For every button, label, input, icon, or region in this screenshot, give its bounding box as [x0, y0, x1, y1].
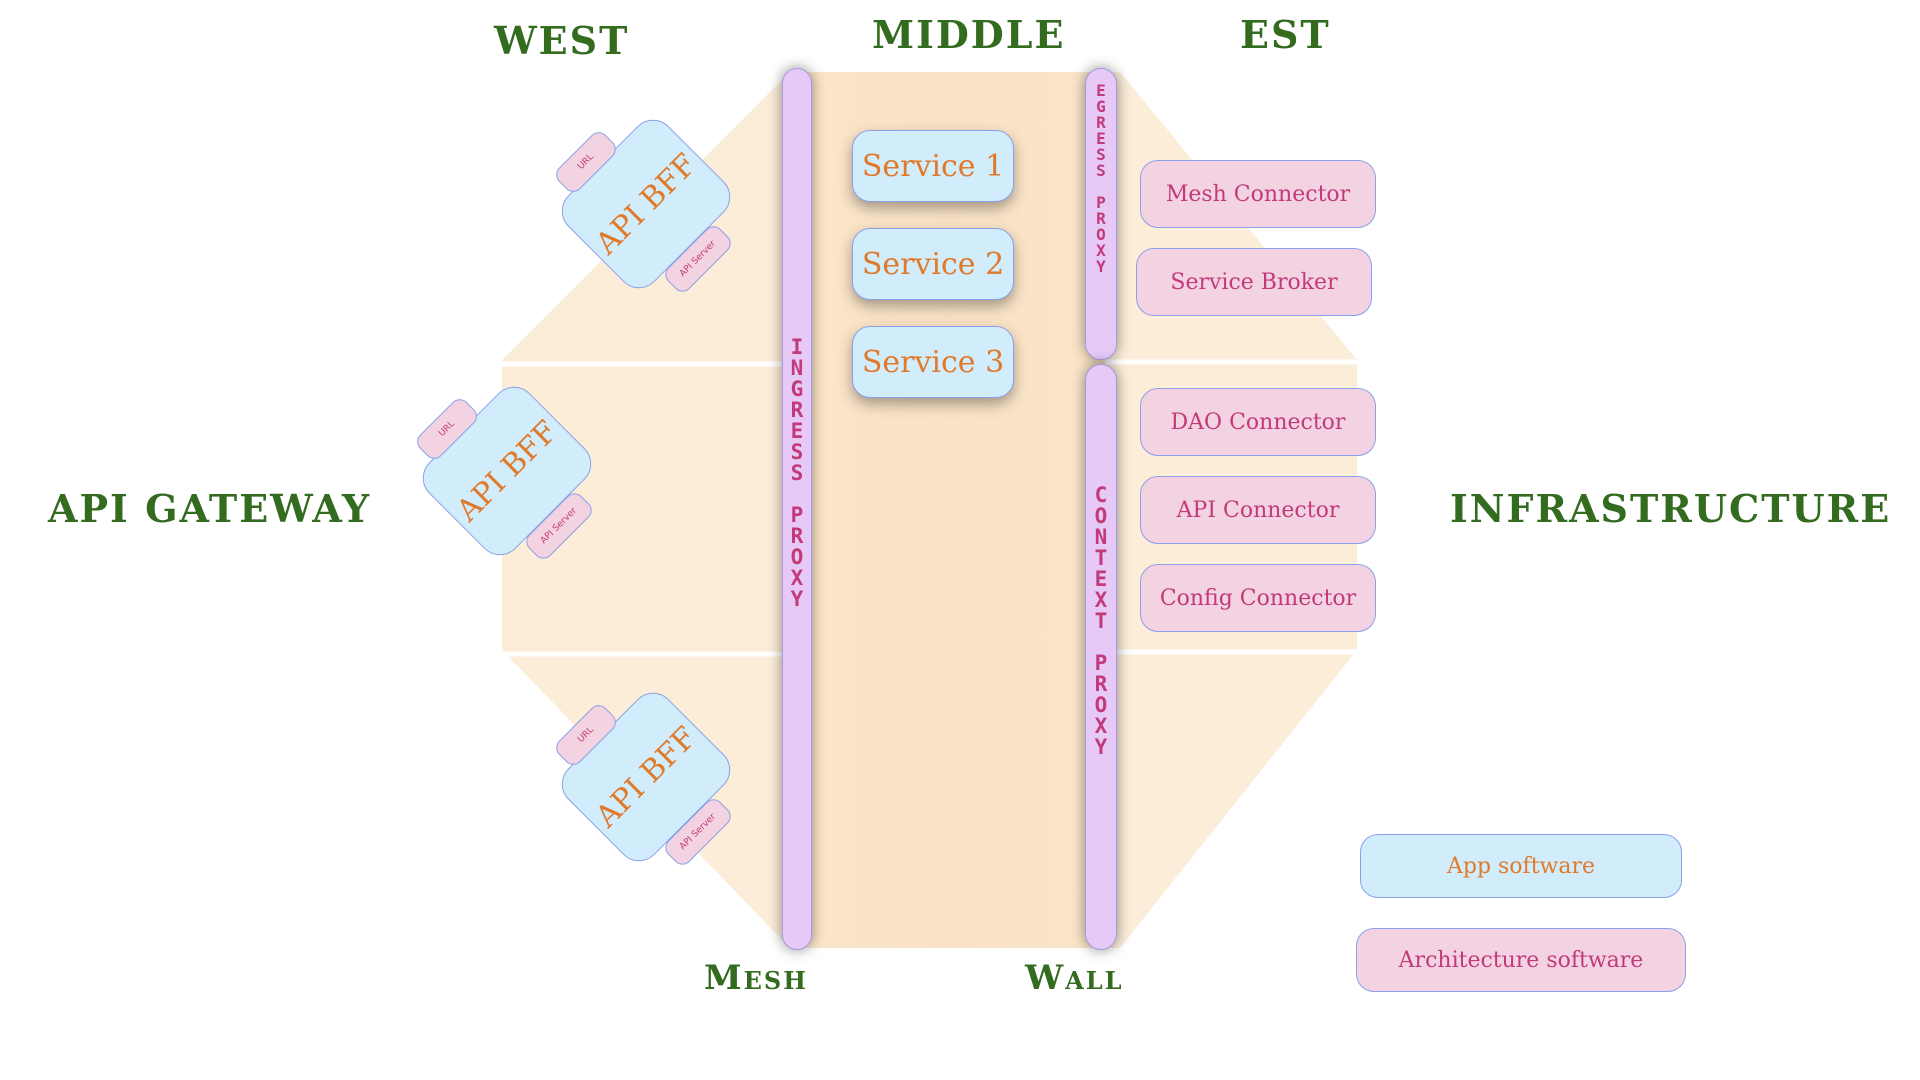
legend-architecture-software: Architecture software [1356, 928, 1686, 992]
middle-band [795, 72, 1105, 948]
api-connector-box: API Connector [1140, 476, 1376, 544]
region-est-label: EST [1240, 12, 1331, 57]
legend-app-software: App software [1360, 834, 1682, 898]
api-bff-middle: API BFF URL API Server [413, 377, 601, 565]
context-proxy: C O N T E X T P R O X Y [1085, 364, 1117, 950]
region-west-label: WEST [494, 18, 630, 63]
service-2-box: Service 2 [852, 228, 1014, 300]
egress-proxy-label: E G R E S S P R O X Y [1096, 81, 1106, 276]
egress-proxy: E G R E S S P R O X Y [1085, 68, 1117, 360]
api-bff-top: API BFF URL API Server [552, 110, 740, 298]
config-connector-box: Config Connector [1140, 564, 1376, 632]
api-bff-bottom-title: API BFF [588, 719, 704, 835]
api-bff-top-title: API BFF [588, 146, 704, 262]
context-proxy-label: C O N T E X T P R O X Y [1094, 483, 1108, 759]
service-3-box: Service 3 [852, 326, 1014, 398]
ingress-proxy-label: I N G R E S S P R O X Y [790, 335, 804, 611]
region-mesh-label: Mesh [704, 958, 808, 998]
region-infrastructure-label: INFRASTRUCTURE [1450, 486, 1892, 531]
service-1-box: Service 1 [852, 130, 1014, 202]
mesh-connector-box: Mesh Connector [1140, 160, 1376, 228]
region-api-gateway-label: API GATEWAY [48, 486, 372, 531]
service-broker-box: Service Broker [1136, 248, 1372, 316]
api-bff-middle-title: API BFF [449, 413, 565, 529]
ingress-proxy: I N G R E S S P R O X Y [782, 68, 812, 950]
api-bff-bottom: API BFF URL API Server [552, 683, 740, 871]
dao-connector-box: DAO Connector [1140, 388, 1376, 456]
region-middle-label: MIDDLE [872, 12, 1066, 57]
region-wall-label: Wall [1025, 958, 1124, 998]
